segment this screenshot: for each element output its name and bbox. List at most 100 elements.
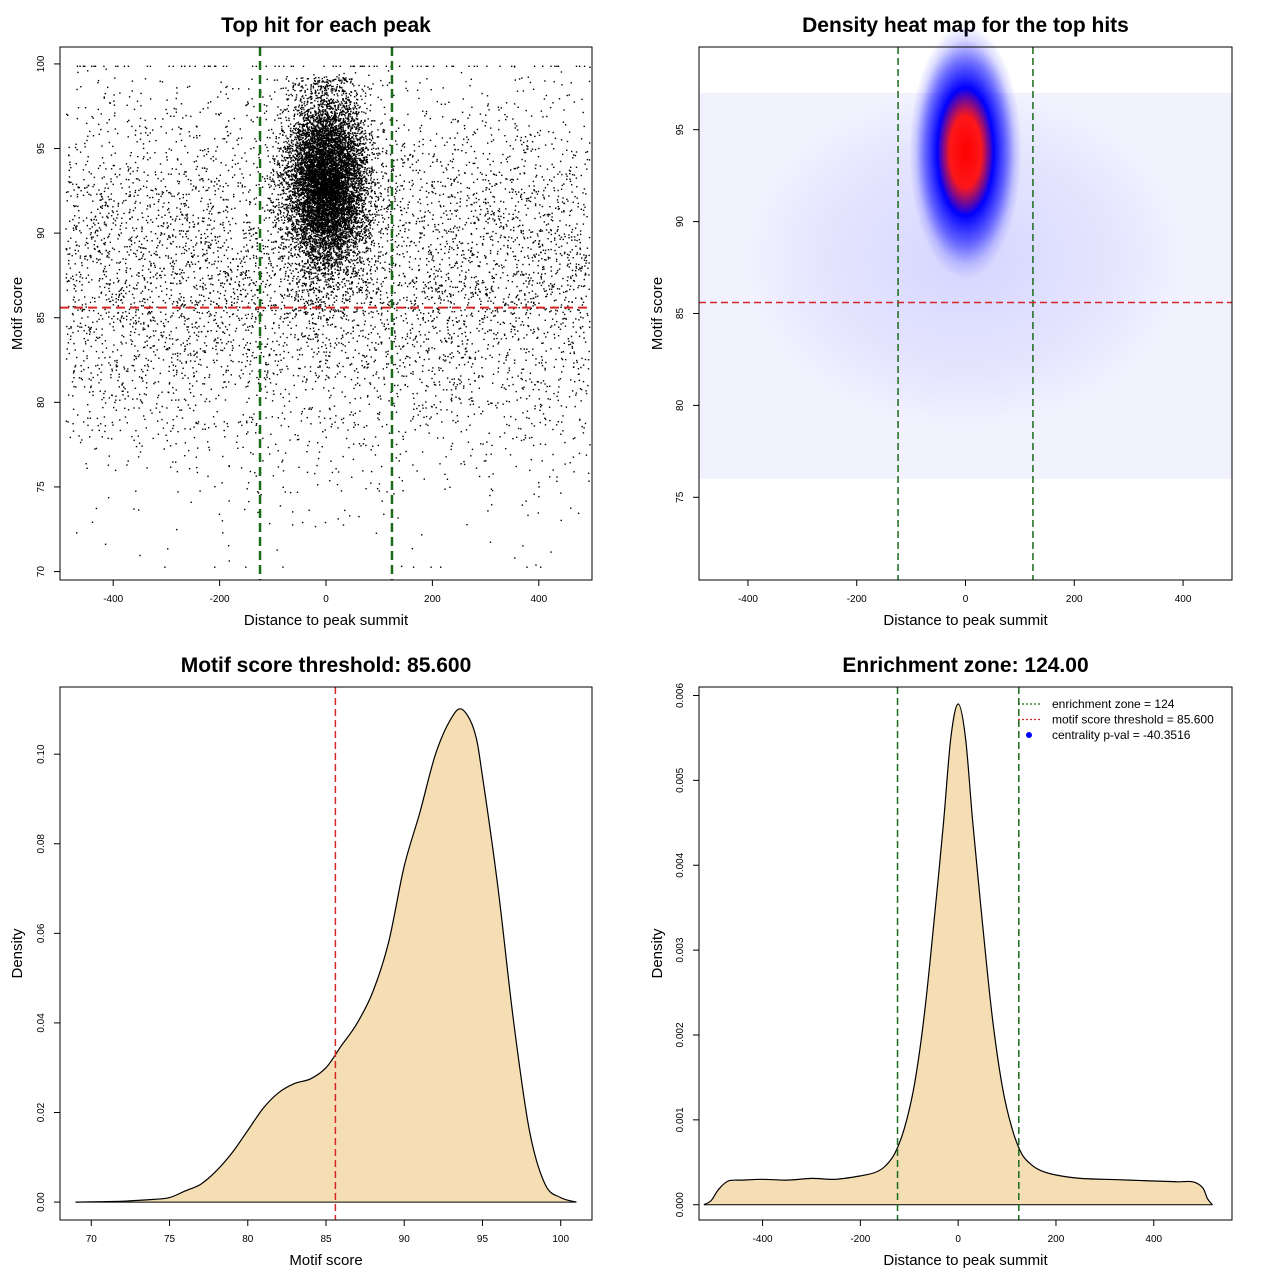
data-point [243,256,245,258]
data-point [184,65,186,67]
data-point [560,160,562,163]
data-point [67,191,69,193]
data-point [446,141,448,143]
data-point [142,255,144,257]
data-point [505,337,507,340]
data-point [370,356,372,358]
data-point [420,236,422,239]
data-point [296,141,298,143]
data-point [145,235,147,238]
data-point [249,276,251,279]
data-point [562,351,565,353]
data-point [384,277,386,279]
data-point [148,251,150,253]
data-point [110,376,112,379]
data-point [318,351,320,353]
data-point [287,170,289,172]
data-point [106,255,109,257]
data-point [568,266,570,268]
data-point [100,291,103,293]
data-point [581,357,583,360]
data-point [512,213,514,216]
data-point [447,196,449,198]
data-point [287,110,290,113]
data-point [250,279,253,281]
data-point [361,257,363,259]
data-point [395,317,398,319]
data-point [544,417,546,419]
data-point [410,300,412,302]
data-point [140,105,142,107]
data-point [439,263,441,265]
data-point [271,202,274,204]
data-point [195,187,197,189]
data-point [103,397,105,399]
data-point [287,140,290,142]
data-point [576,361,578,364]
data-point [309,328,312,330]
data-point [444,289,447,292]
data-point [322,260,324,263]
data-point [181,252,183,255]
data-point [443,212,445,214]
data-point [527,197,530,199]
data-point [346,211,348,213]
data-point [553,81,555,83]
data-point [127,395,129,397]
data-point [403,142,406,145]
data-point [563,252,566,255]
data-point [266,343,268,345]
data-point [184,374,186,377]
data-point [133,108,136,111]
data-point [517,259,520,262]
data-point [342,336,344,338]
data-point [365,298,367,300]
data-point [194,263,197,265]
data-point [88,391,91,393]
data-point [579,312,581,314]
data-point [417,217,419,220]
data-point [72,299,75,301]
data-point [79,257,81,259]
data-point [515,273,518,275]
data-point [122,382,124,384]
data-point [368,233,370,235]
data-point [460,242,462,245]
data-point [518,338,520,340]
data-point [572,456,575,458]
data-point [210,202,212,204]
data-point [289,491,292,494]
data-point [375,260,377,262]
data-point [557,391,559,393]
data-point [478,198,480,201]
data-point [562,318,564,320]
data-point [293,275,295,277]
data-point [582,223,585,225]
data-point [421,220,423,222]
data-point [184,248,186,251]
data-point [486,208,488,210]
data-point [249,189,251,191]
data-point [125,271,128,274]
data-point [474,162,476,165]
data-point [311,224,313,226]
data-point [381,312,383,315]
data-point [512,179,514,181]
data-point [516,178,519,180]
data-point [338,342,340,344]
data-point [579,326,582,328]
data-point [486,316,489,318]
data-point [430,252,432,254]
data-point [370,311,372,313]
data-point [521,387,523,389]
data-point [104,425,107,427]
data-point [545,308,547,310]
data-point [223,242,226,244]
data-point [105,249,107,252]
data-point [435,290,437,292]
data-point [102,270,105,272]
data-point [134,134,137,136]
data-point [176,87,178,89]
data-point [339,258,342,261]
data-point [261,239,263,241]
